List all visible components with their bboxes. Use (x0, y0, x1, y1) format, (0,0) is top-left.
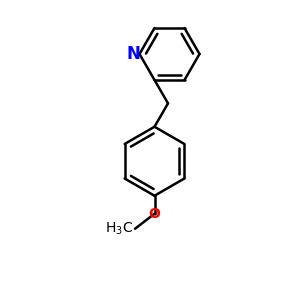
Text: O: O (148, 207, 160, 221)
Text: H$_3$C: H$_3$C (105, 220, 134, 237)
Text: N: N (127, 45, 140, 63)
